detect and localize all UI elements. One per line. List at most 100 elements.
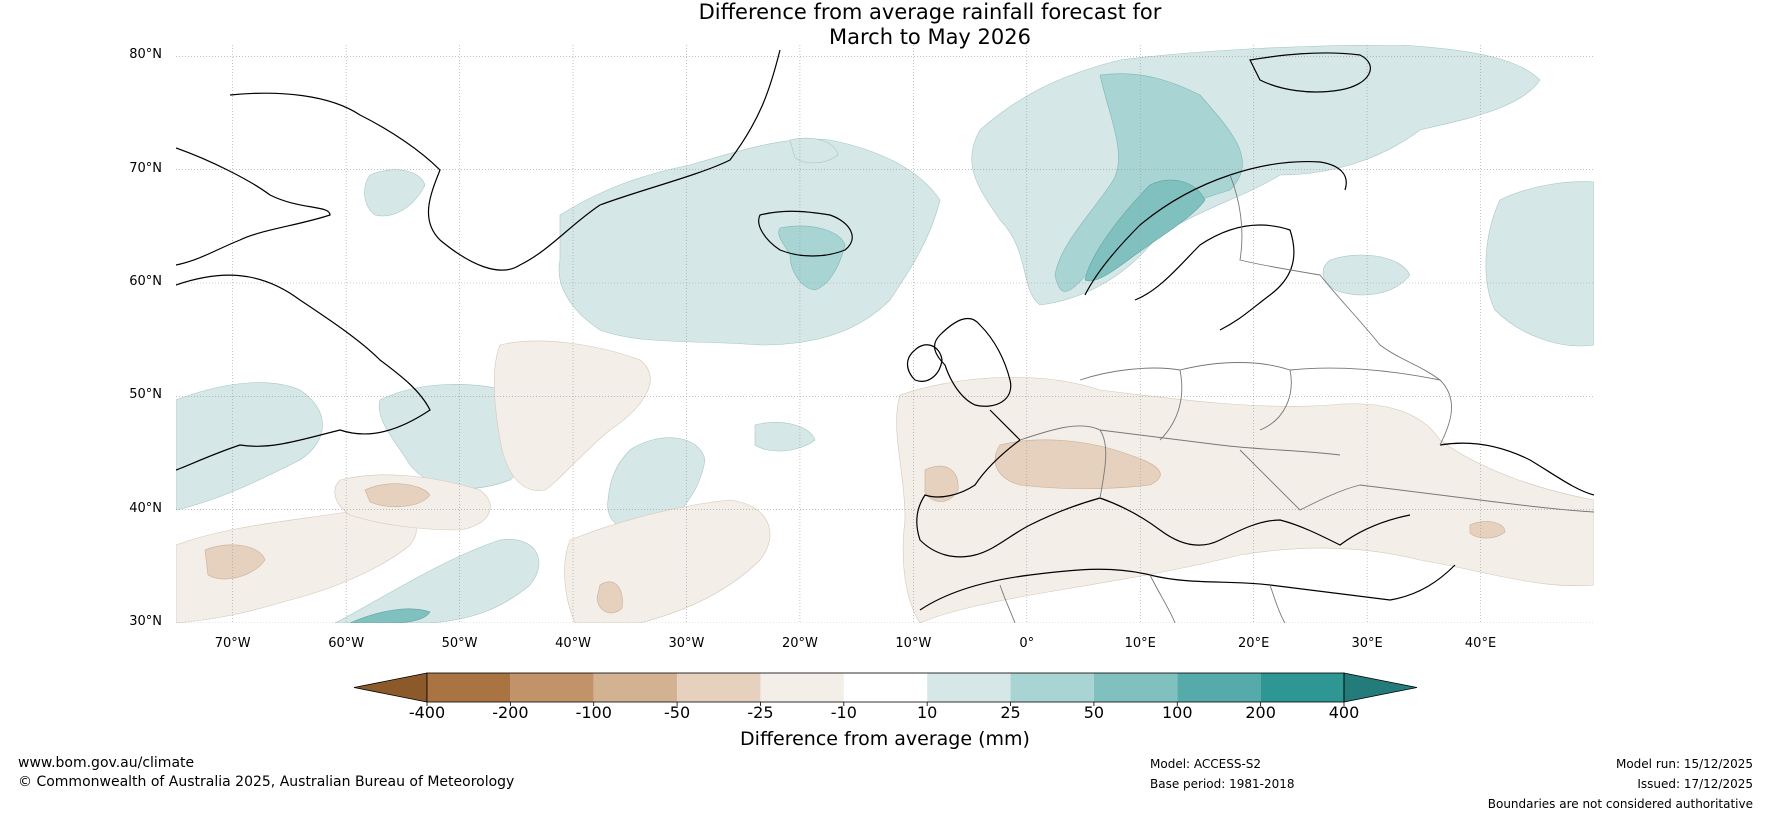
colorbar-swatch <box>593 673 678 702</box>
colorbar-label: 200 <box>1245 703 1276 722</box>
colorbar-label: 400 <box>1328 703 1360 722</box>
colorbar-title: Difference from average (mm) <box>740 728 1030 750</box>
longitude-label: 10°E <box>1124 636 1156 651</box>
colorbar-outline <box>426 672 1345 703</box>
coastline-labrador <box>176 274 431 471</box>
border-balkans <box>1239 449 1361 511</box>
border-ukraine <box>1289 367 1452 446</box>
copyright-text: © Commonwealth of Australia 2025, Austra… <box>18 774 515 790</box>
colorbar-swatch <box>843 673 928 702</box>
longitude-label: 10°W <box>895 636 932 651</box>
website-link[interactable]: www.bom.gov.au/climate <box>18 755 195 771</box>
colorbar <box>353 672 1418 706</box>
border-turkey <box>1359 484 1594 513</box>
coastline-iceland <box>758 210 853 257</box>
dry-region-iberia-france <box>995 439 1161 490</box>
colorbar-swatch <box>427 673 511 702</box>
longitude-label: 20°E <box>1238 636 1270 651</box>
coastline-black-sea <box>1439 442 1594 496</box>
coastlines <box>176 49 1594 611</box>
map-plot-area <box>176 45 1594 623</box>
colorbar-label: -50 <box>664 703 691 722</box>
wet-region-north-atlantic <box>558 138 941 346</box>
dry-region-eastern-med <box>1469 521 1506 539</box>
wet-region-azores <box>754 422 816 452</box>
colorbar-label: 10 <box>916 703 938 722</box>
dry-region-canary <box>564 499 771 623</box>
model-text: Model: ACCESS-S2 <box>1150 757 1262 771</box>
colorbar-label: -200 <box>492 703 529 722</box>
longitude-label: 60°W <box>328 636 365 651</box>
dry-region-nova-scotia-core <box>364 483 431 507</box>
wet-region-baltic <box>1322 254 1411 296</box>
colorbar-swatch <box>760 673 844 702</box>
wet-region-north-sea-west <box>789 137 839 164</box>
colorbar-label: 100 <box>1161 703 1193 722</box>
colorbar-max-arrow <box>1343 672 1418 703</box>
longitude-label: 20°W <box>781 636 818 651</box>
latitude-label: 80°N <box>129 47 162 63</box>
map-title-line2: March to May 2026 <box>829 25 1031 49</box>
coastline-north-africa <box>919 564 1456 611</box>
border-russia <box>1319 274 1441 381</box>
map-title-line1: Difference from average rainfall forecas… <box>698 0 1162 24</box>
colorbar-swatch <box>927 673 1011 702</box>
latitude-label: 40°N <box>129 500 162 516</box>
dry-region-spain <box>924 465 959 502</box>
colorbar-min-arrow <box>353 672 428 703</box>
longitude-label: 50°W <box>441 636 478 651</box>
latitude-label: 60°N <box>129 274 162 289</box>
colorbar-label: -10 <box>830 703 857 722</box>
border-scandinavia <box>1229 174 1321 276</box>
coastline-baltic <box>1134 224 1295 331</box>
coastline-western-europe <box>916 409 1411 558</box>
graticule <box>176 45 1594 623</box>
base-period-text: Base period: 1981-2018 <box>1150 777 1295 791</box>
coastline-svalbard <box>1249 52 1371 93</box>
colorbar-label: 50 <box>1083 703 1105 722</box>
dry-region-europe-south <box>896 377 1594 623</box>
colorbar-swatch <box>510 673 594 702</box>
border-north-africa <box>999 574 1286 623</box>
coastline-greenland <box>229 49 781 271</box>
latitude-label: 50°N <box>129 387 162 403</box>
dry-region-mid-atlantic <box>493 340 651 491</box>
longitude-label: 30°E <box>1351 636 1383 651</box>
border-poland <box>1179 362 1292 431</box>
model-run-text: Model run: 15/12/2025 <box>1615 757 1753 771</box>
national-borders <box>999 174 1594 623</box>
wet-region-norway-core <box>1084 179 1206 282</box>
map-title: Difference from average rainfall forecas… <box>0 0 1770 50</box>
coastline-norway <box>1084 161 1347 296</box>
colorbar-label: -400 <box>408 703 446 722</box>
longitude-label: 30°W <box>668 636 705 651</box>
border-france <box>1019 425 1107 499</box>
wet-region-greenland-west <box>364 169 426 217</box>
latitude-label: 70°N <box>129 160 162 176</box>
colorbar-swatch <box>1177 673 1261 702</box>
colorbar-label: -25 <box>747 703 774 722</box>
dry-region-subtropical-west <box>176 508 417 623</box>
wet-region-scandinavia-east <box>1485 181 1594 347</box>
colorbar-label: 25 <box>1000 703 1021 722</box>
issued-text: Issued: 17/12/2025 <box>1637 777 1753 791</box>
wet-region-iceland <box>778 225 846 291</box>
border-germany <box>1079 367 1183 441</box>
dry-region-subtropical-west-core <box>204 544 266 580</box>
disclaimer-text: Boundaries are not considered authoritat… <box>1487 797 1753 811</box>
longitude-label: 40°E <box>1464 636 1497 651</box>
colorbar-swatch <box>1010 673 1094 702</box>
colorbar-swatch <box>1260 673 1344 702</box>
wetter-regions <box>176 45 1594 623</box>
drier-regions <box>176 340 1594 623</box>
latitude-label: 30°N <box>129 614 162 629</box>
colorbar-swatch <box>1093 673 1178 702</box>
wet-region-subtropical <box>334 539 540 623</box>
longitude-label: 40°W <box>555 636 591 651</box>
colorbar-swatch <box>677 673 761 702</box>
coastline-ireland <box>906 344 943 382</box>
border-central-europe <box>1099 429 1341 456</box>
coastline-baffin <box>176 147 331 266</box>
longitude-label: 0° <box>1019 636 1035 651</box>
